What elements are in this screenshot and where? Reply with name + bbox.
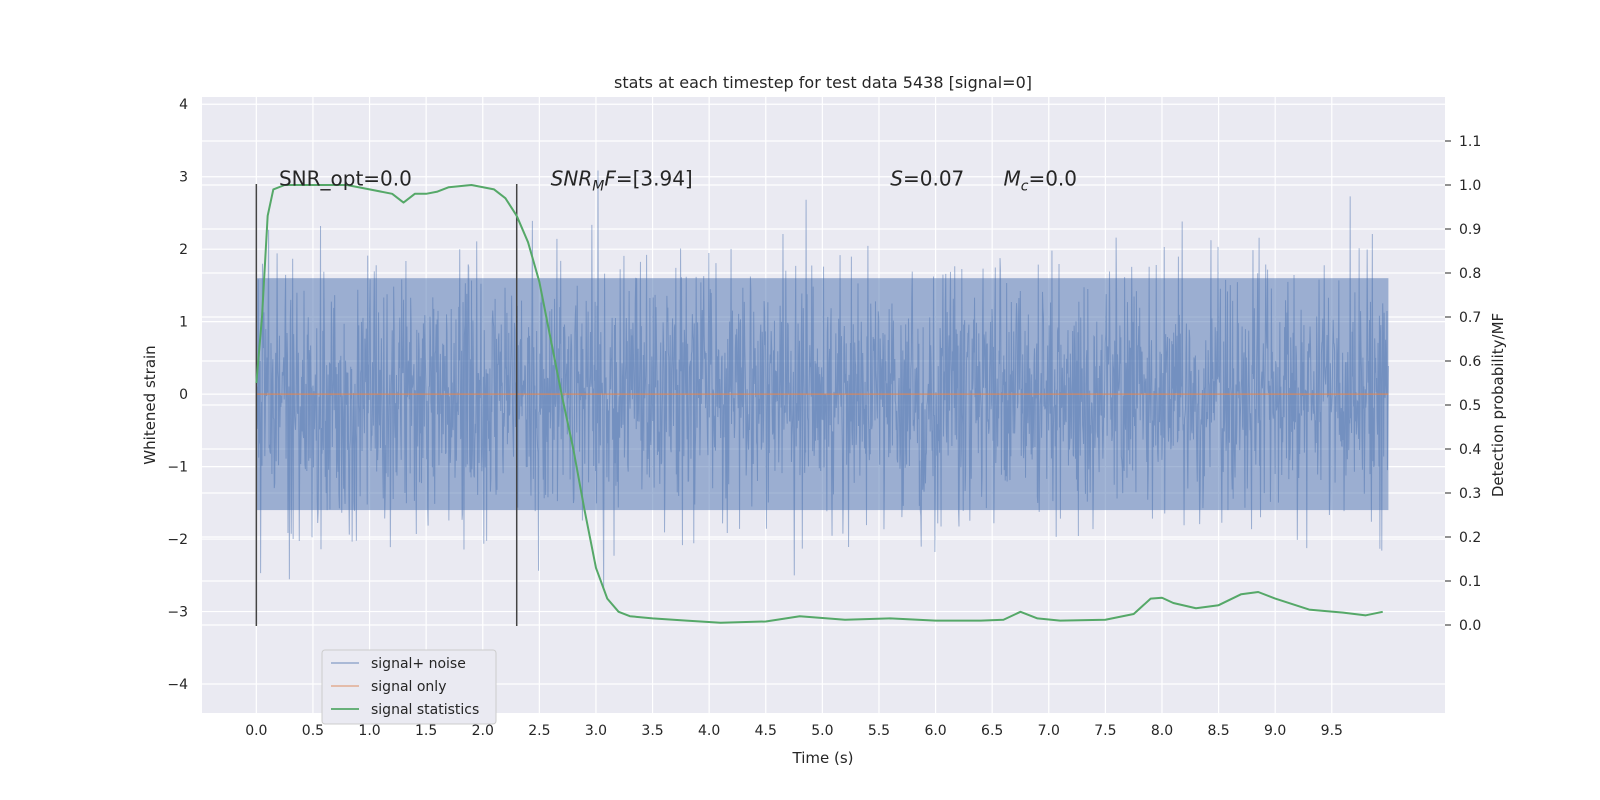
y-tick-label-0: −4 — [167, 677, 188, 693]
annotation-1-tail: F — [604, 166, 616, 190]
x-tick-label-11: 5.5 — [868, 723, 890, 739]
x-tick-label-12: 6.0 — [924, 723, 946, 739]
y2-axis-ticks: 0.0 0.1 0.2 0.3 0.4 0.5 0.6 0.7 0.8 0.9 1.0 1.1 — [1445, 134, 1481, 634]
y-axis-label: Whitened strain — [141, 345, 159, 464]
x-tick-label-4: 2.0 — [472, 723, 494, 739]
y-tick-label-5: 1 — [179, 315, 188, 331]
y-axis-ticks: −4 −3 −2 −1 0 1 2 3 4 — [167, 97, 188, 693]
y2-tick-label-2: 0.2 — [1459, 530, 1481, 546]
x-tick-label-9: 4.5 — [755, 723, 777, 739]
y-tick-label-3: −1 — [167, 460, 188, 476]
x-tick-label-2: 1.0 — [358, 723, 380, 739]
x-tick-label-17: 8.5 — [1207, 723, 1229, 739]
y-tick-label-7: 3 — [179, 170, 188, 186]
annotation-3-tail: =0.0 — [1028, 166, 1077, 190]
y-tick-label-1: −3 — [167, 605, 188, 621]
plot-area — [255, 170, 1389, 627]
annotation-3-main: M — [1003, 166, 1020, 190]
chart-title: stats at each timestep for test data 543… — [614, 73, 1032, 92]
annotation-3-sub: c — [1021, 178, 1029, 194]
x-axis-label: Time (s) — [792, 749, 854, 767]
y2-tick-label-6: 0.6 — [1459, 354, 1481, 370]
y-tick-label-8: 4 — [179, 97, 188, 113]
x-tick-label-16: 8.0 — [1151, 723, 1173, 739]
series-signal-noise — [255, 170, 1389, 588]
y2-tick-label-11: 1.1 — [1459, 134, 1481, 150]
x-tick-label-3: 1.5 — [415, 723, 437, 739]
annotation-2-tail: =0.07 — [903, 166, 964, 190]
y2-tick-label-8: 0.8 — [1459, 266, 1481, 282]
x-tick-label-15: 7.5 — [1094, 723, 1116, 739]
y2-tick-label-9: 0.9 — [1459, 222, 1481, 238]
x-tick-label-18: 9.0 — [1264, 723, 1286, 739]
x-tick-label-1: 0.5 — [302, 723, 324, 739]
legend: signal+ noise signal only signal statist… — [321, 649, 497, 725]
annotations: SNR_opt=0.0 SNRMF=[3.94] S=0.07 Mc=0.0 — [279, 166, 1077, 194]
annotation-1-value: =[3.94] — [616, 166, 693, 190]
x-axis-ticks: 0.0 0.5 1.0 1.5 2.0 2.5 3.0 3.5 4.0 4.5 5.0 5.5 6.0 6… — [245, 723, 1343, 739]
x-tick-label-5: 2.5 — [528, 723, 550, 739]
legend-box — [321, 649, 497, 725]
x-tick-label-10: 5.0 — [811, 723, 833, 739]
x-tick-label-19: 9.5 — [1321, 723, 1343, 739]
x-tick-label-14: 7.0 — [1038, 723, 1060, 739]
y2-tick-label-7: 0.7 — [1459, 310, 1481, 326]
y2-tick-label-10: 1.0 — [1459, 178, 1481, 194]
y-tick-label-4: 0 — [179, 387, 188, 403]
legend-entry-signal-only: signal only — [371, 679, 446, 695]
annotation-3: Mc=0.0 — [1003, 166, 1077, 194]
y2-tick-label-1: 0.1 — [1459, 574, 1481, 590]
y2-axis-label: Detection probability/MF — [1489, 313, 1507, 497]
legend-entry-signal-statistics: signal statistics — [371, 702, 479, 718]
y-tick-label-2: −2 — [167, 532, 188, 548]
y2-tick-label-4: 0.4 — [1459, 442, 1481, 458]
annotation-1-sub: M — [592, 178, 604, 194]
legend-entry-signal-noise: signal+ noise — [371, 656, 466, 672]
annotation-1: SNRMF=[3.94] — [551, 166, 693, 194]
series-signal-statistics — [255, 184, 1383, 624]
annotation-2-main: S — [890, 166, 903, 190]
y2-tick-label-0: 0.0 — [1459, 618, 1481, 634]
annotation-0: SNR_opt=0.0 — [279, 166, 412, 190]
y2-tick-label-5: 0.5 — [1459, 398, 1481, 414]
x-tick-label-0: 0.0 — [245, 723, 267, 739]
x-tick-label-7: 3.5 — [641, 723, 663, 739]
annotation-2: S=0.07 — [890, 166, 964, 190]
annotation-1-main: SNR — [551, 166, 593, 190]
y-tick-label-6: 2 — [179, 242, 188, 258]
x-tick-label-8: 4.0 — [698, 723, 720, 739]
y2-tick-label-3: 0.3 — [1459, 486, 1481, 502]
x-tick-label-13: 6.5 — [981, 723, 1003, 739]
x-tick-label-6: 3.0 — [585, 723, 607, 739]
